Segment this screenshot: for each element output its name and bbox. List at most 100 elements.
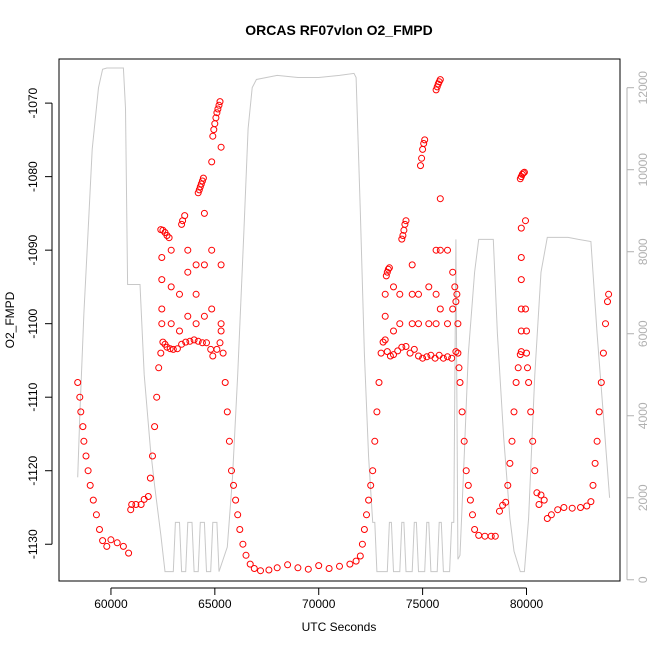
data-point <box>169 345 177 353</box>
data-point <box>415 320 422 328</box>
data-point <box>304 565 312 573</box>
data-point <box>398 343 406 351</box>
data-point <box>217 327 225 335</box>
data-point <box>524 364 531 372</box>
data-point <box>250 565 258 572</box>
data-point <box>107 536 115 544</box>
data-point <box>421 136 429 144</box>
data-point <box>432 320 440 328</box>
data-point <box>520 168 528 176</box>
data-point <box>200 312 208 320</box>
data-point <box>425 283 433 291</box>
data-point <box>496 507 503 515</box>
data-point <box>210 126 218 134</box>
data-point <box>406 349 414 357</box>
data-point <box>506 459 514 467</box>
data-point <box>455 364 463 372</box>
data-point <box>158 320 166 328</box>
data-point <box>589 481 597 489</box>
data-point <box>225 437 233 445</box>
data-point <box>432 246 440 254</box>
data-point <box>583 502 591 510</box>
data-point <box>425 320 433 328</box>
data-point <box>390 327 397 335</box>
data-point <box>242 551 250 559</box>
data-point <box>214 105 222 113</box>
data-point <box>186 337 194 345</box>
data-point <box>207 345 215 353</box>
data-point <box>358 540 366 548</box>
data-point <box>516 351 524 359</box>
data-point <box>522 305 529 313</box>
y2-tick-label: 8000 <box>636 238 650 265</box>
data-point <box>418 154 426 162</box>
data-point <box>517 327 525 335</box>
data-point <box>209 132 217 140</box>
data-point <box>173 345 181 353</box>
data-point <box>181 212 189 220</box>
data-point <box>508 437 516 445</box>
data-point <box>217 320 225 328</box>
data-point <box>212 114 220 122</box>
data-point <box>113 539 121 547</box>
data-point <box>151 423 159 431</box>
data-point <box>234 511 242 519</box>
data-point <box>464 481 472 489</box>
data-point <box>146 474 154 482</box>
data-point <box>415 352 422 360</box>
data-point <box>381 290 389 298</box>
y-tick-label: -1070 <box>26 87 40 118</box>
data-point <box>199 174 207 182</box>
data-point <box>80 437 88 445</box>
data-point <box>452 348 460 356</box>
chart-title: ORCAS RF07vlon O2_FMPD <box>245 22 432 38</box>
data-point <box>232 496 240 504</box>
data-point <box>219 349 227 357</box>
data-point <box>517 224 525 232</box>
data-point <box>132 501 140 508</box>
data-point <box>537 491 545 499</box>
data-point <box>517 254 525 261</box>
altitude-line <box>77 67 611 573</box>
data-point <box>217 143 225 151</box>
data-point <box>401 220 409 228</box>
data-point <box>469 511 476 519</box>
data-point <box>200 261 208 269</box>
data-point <box>449 305 457 313</box>
data-point <box>436 195 444 203</box>
data-point <box>523 349 530 357</box>
data-point <box>491 532 499 540</box>
x-tick-label: 65000 <box>198 597 232 611</box>
data-point <box>163 343 171 351</box>
data-point <box>522 217 529 225</box>
data-point <box>223 408 231 416</box>
data-point <box>417 162 424 170</box>
data-point <box>284 561 292 569</box>
data-point <box>192 290 200 298</box>
data-point <box>367 481 375 489</box>
data-point <box>356 552 364 560</box>
data-point <box>533 489 541 497</box>
data-point <box>384 265 392 273</box>
altitude-series <box>77 67 611 573</box>
data-point <box>208 246 216 254</box>
y2-tick-label: 4000 <box>636 402 650 429</box>
x-tick-label: 70000 <box>302 597 336 611</box>
data-point <box>103 542 111 550</box>
data-point <box>96 526 103 533</box>
data-point <box>529 437 537 445</box>
data-point <box>540 496 548 504</box>
y2-tick-label: 6000 <box>636 320 650 347</box>
data-point <box>436 246 444 254</box>
y-tick-label: -1110 <box>26 382 40 411</box>
data-point <box>203 339 210 347</box>
data-point <box>408 261 416 269</box>
data-point <box>487 532 495 540</box>
data-point <box>458 408 466 416</box>
plot-area-frame <box>58 58 621 582</box>
data-point <box>74 379 82 386</box>
data-point <box>82 452 90 460</box>
data-point <box>381 336 389 344</box>
data-point <box>158 254 166 261</box>
data-point <box>325 565 333 572</box>
